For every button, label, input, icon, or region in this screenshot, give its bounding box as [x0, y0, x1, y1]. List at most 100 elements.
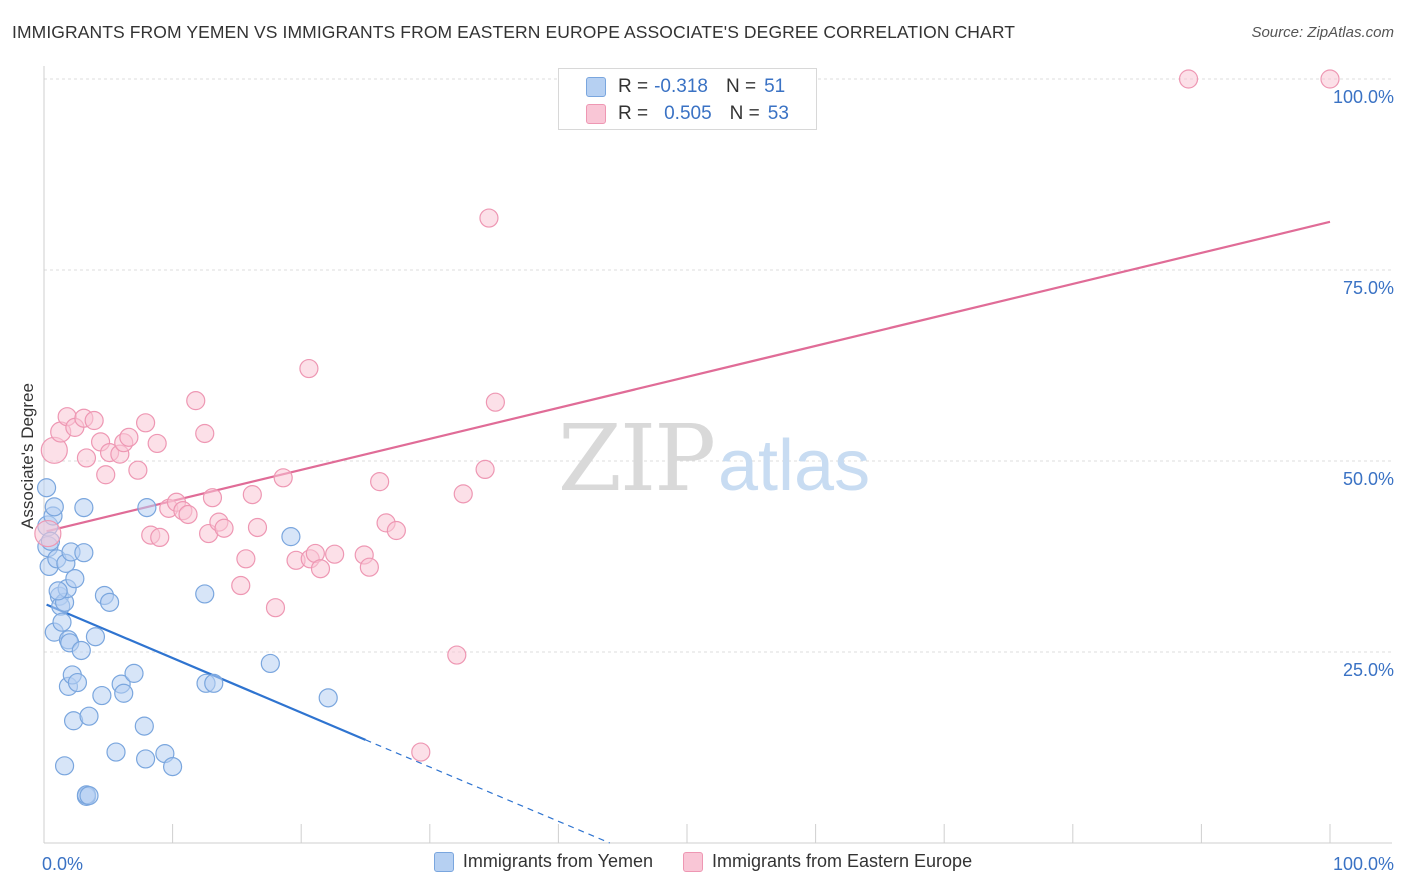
n-label: N = [725, 76, 757, 97]
r-label: R = [618, 103, 649, 124]
point-yemen [54, 756, 75, 776]
y-tick-label: 25.0% [1343, 660, 1394, 680]
point-eastern-europe [150, 527, 170, 548]
point-yemen [163, 756, 183, 777]
point-eastern-europe [475, 459, 495, 480]
watermark: ZIP atlas [558, 405, 870, 512]
r-value-eastern-europe: 0.505 [664, 103, 712, 124]
legend-swatch-eastern-europe [682, 851, 703, 872]
point-eastern-europe [265, 598, 286, 618]
point-eastern-europe [447, 645, 467, 665]
point-yemen [281, 527, 301, 547]
point-yemen [204, 673, 224, 693]
trend-line-yemen [46, 603, 366, 741]
point-yemen [48, 581, 68, 601]
point-yemen [79, 706, 99, 726]
n-value-eastern-europe: 53 [767, 103, 789, 124]
point-yemen [36, 478, 57, 498]
point-eastern-europe [96, 465, 116, 485]
point-eastern-europe [479, 208, 499, 228]
gridlines [44, 78, 1392, 653]
point-eastern-europe [1178, 69, 1199, 89]
point-eastern-europe [178, 504, 198, 525]
stats-swatch-yemen [586, 77, 606, 97]
y-tick-label: 75.0% [1343, 278, 1394, 298]
point-eastern-europe [453, 484, 473, 504]
x-tick-label: 100.0% [1333, 854, 1394, 874]
point-eastern-europe [310, 559, 331, 579]
point-yemen [114, 683, 134, 703]
point-eastern-europe [186, 391, 206, 411]
trend-lines [46, 220, 1331, 844]
point-yemen [137, 498, 157, 518]
point-eastern-europe [135, 413, 156, 433]
point-eastern-europe [76, 448, 97, 468]
r-value-yemen: -0.318 [654, 76, 708, 97]
trend-line-eastern-europe [46, 220, 1331, 533]
watermark-zip: ZIP [558, 405, 714, 512]
stats-swatch-eastern-europe [586, 104, 606, 124]
point-yemen [135, 749, 156, 769]
n-value-yemen: 51 [764, 76, 786, 97]
point-eastern-europe [84, 410, 104, 431]
point-yemen [99, 592, 120, 612]
point-eastern-europe [247, 517, 268, 538]
point-yemen [52, 612, 72, 632]
point-eastern-europe [195, 423, 215, 444]
point-yemen [134, 716, 154, 736]
point-eastern-europe [273, 468, 293, 488]
point-yemen [106, 742, 126, 762]
point-eastern-europe [1320, 69, 1340, 89]
point-yemen [260, 653, 280, 674]
stats-row-yemen: R = -0.318 N = 51 [559, 74, 785, 100]
y-tick-label: 100.0% [1333, 87, 1394, 107]
point-eastern-europe [202, 488, 223, 508]
point-yemen [65, 569, 85, 589]
point-yemen [44, 497, 64, 517]
point-eastern-europe [370, 472, 390, 492]
point-yemen [92, 685, 112, 706]
source-label: Source: ZipAtlas.com [1251, 24, 1394, 41]
x-tick-label: 0.0% [42, 854, 83, 874]
point-eastern-europe [485, 392, 505, 412]
point-eastern-europe [242, 485, 262, 505]
point-eastern-europe [325, 544, 345, 564]
point-eastern-europe [119, 427, 139, 447]
point-yemen [74, 498, 94, 518]
point-yemen [71, 640, 91, 661]
point-yemen [318, 688, 338, 708]
n-label: N = [729, 103, 760, 124]
chart-title: IMMIGRANTS FROM YEMEN VS IMMIGRANTS FROM… [12, 22, 1016, 42]
legend-swatch-yemen [433, 851, 454, 872]
point-yemen [79, 786, 99, 806]
data-points [34, 69, 1340, 806]
point-yemen [195, 584, 215, 604]
watermark-atlas: atlas [718, 426, 870, 506]
legend: Immigrants from Yemen Immigrants from Ea… [0, 851, 1406, 872]
point-eastern-europe [411, 742, 431, 762]
point-eastern-europe [359, 557, 379, 577]
point-eastern-europe [231, 575, 251, 596]
stats-box: R = -0.318 N = 51 R = 0.505 N = 53 [558, 68, 817, 130]
legend-label-eastern-europe: Immigrants from Eastern Europe [711, 851, 973, 871]
point-yemen [85, 627, 106, 647]
point-eastern-europe [299, 358, 319, 379]
point-eastern-europe [386, 520, 406, 541]
point-eastern-europe [128, 460, 148, 480]
point-yemen [67, 672, 88, 693]
r-label: R = [618, 76, 649, 97]
legend-label-yemen: Immigrants from Yemen [462, 851, 653, 871]
legend-item-yemen[interactable]: Immigrants from Yemen [433, 851, 653, 872]
y-tick-label: 50.0% [1343, 469, 1394, 489]
tick-labels: 0.0% 100.0% 25.0% 50.0% 75.0% 100.0% [42, 87, 1394, 874]
stats-row-eastern-europe: R = 0.505 N = 53 [559, 101, 789, 127]
point-eastern-europe [147, 433, 167, 454]
trend-line-yemen-extension [365, 739, 611, 844]
legend-item-eastern-europe[interactable]: Immigrants from Eastern Europe [682, 851, 973, 872]
point-eastern-europe [34, 519, 62, 548]
point-yemen [74, 543, 94, 563]
point-eastern-europe [236, 549, 256, 569]
point-eastern-europe [214, 518, 234, 538]
point-yemen [124, 663, 144, 683]
